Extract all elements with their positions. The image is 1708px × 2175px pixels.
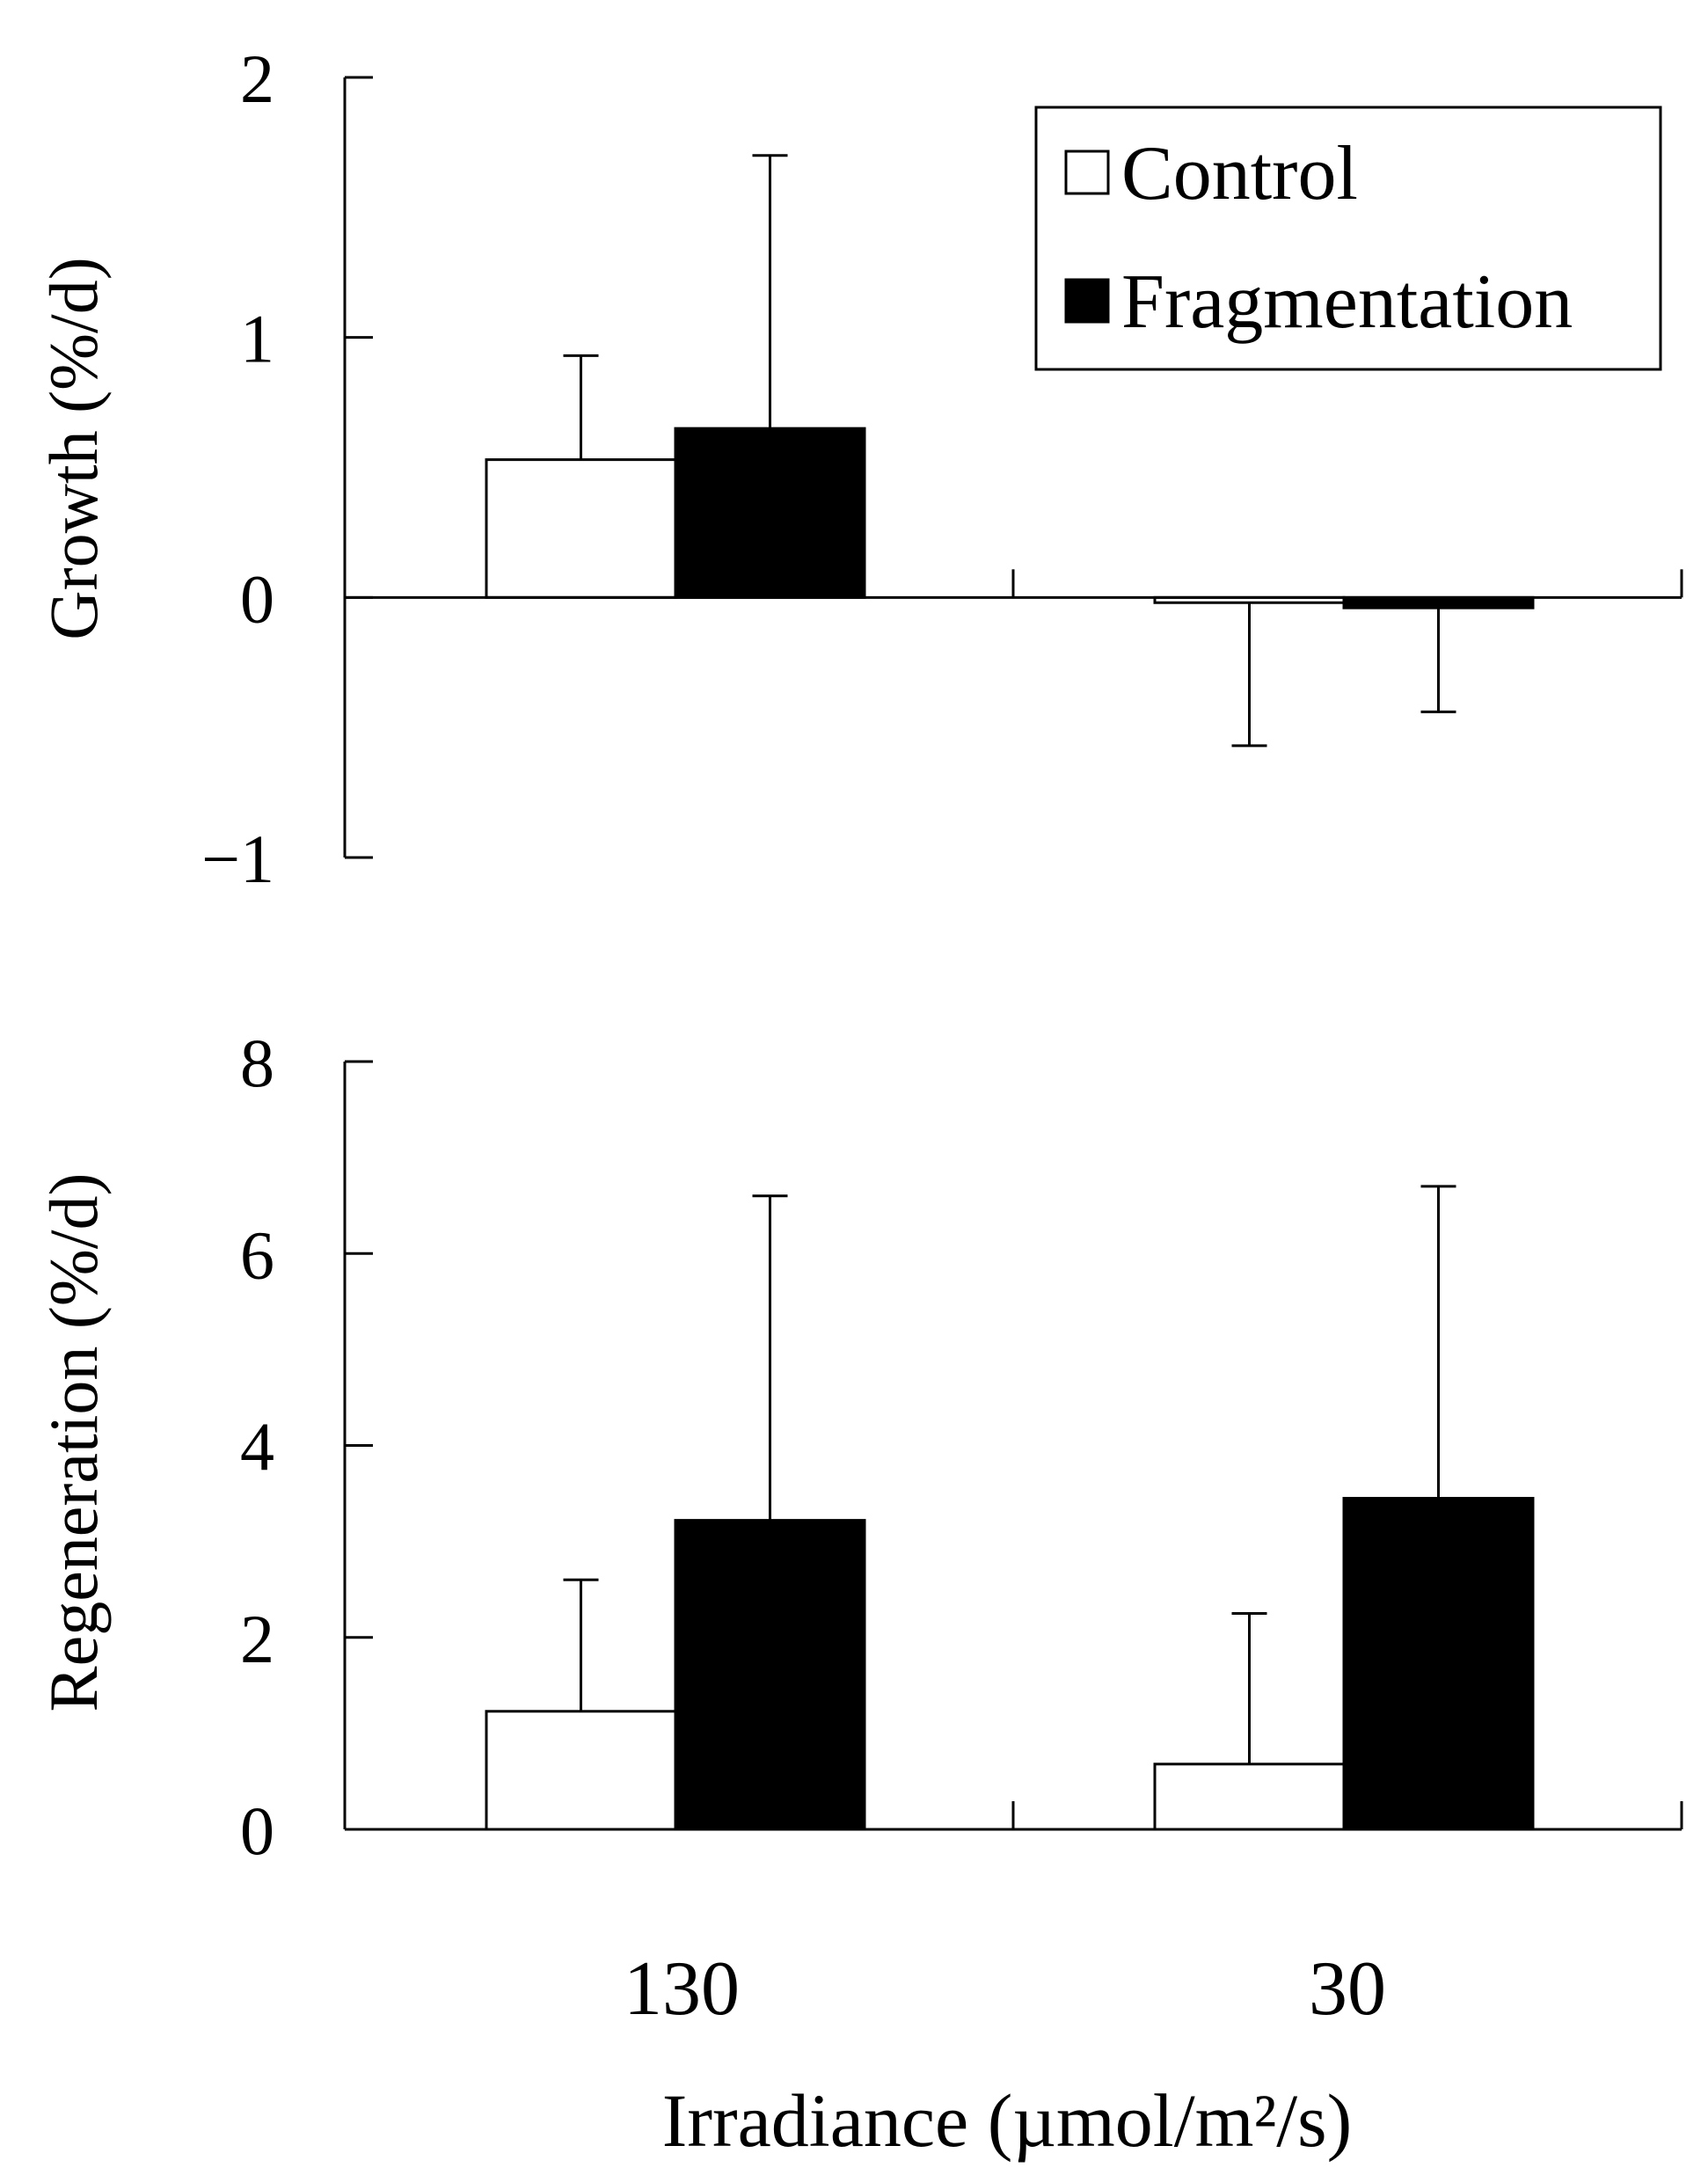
growth-y-axis-title: Growth (%/d) — [35, 257, 112, 639]
growth-y-tick-label: −1 — [201, 821, 274, 897]
regeneration-y-tick-label: 2 — [240, 1601, 274, 1677]
regeneration-bar-fragmentation-130 — [674, 1519, 866, 1831]
regeneration-y-tick-label: 0 — [240, 1792, 274, 1869]
regeneration-y-tick-label: 4 — [240, 1409, 274, 1485]
growth-bar-control-130 — [485, 458, 677, 599]
regeneration-y-axis-title: Regeneration (%/d) — [35, 1173, 112, 1712]
regeneration-bar-fragmentation-30 — [1342, 1497, 1535, 1831]
growth-y-tick-labels: 2 1 0 −1 — [201, 40, 274, 897]
regeneration-y-tick-labels: 8 6 4 2 0 — [240, 1025, 274, 1869]
regeneration-bar-control-30 — [1153, 1763, 1346, 1831]
x-category-label-130: 130 — [624, 1946, 740, 2032]
growth-y-tick-label: 2 — [240, 40, 274, 117]
regeneration-panel: 8 6 4 2 0 Regeneration (%/d) — [35, 1025, 1683, 1869]
legend-label-control: Control — [1121, 131, 1358, 216]
legend-label-fragmentation: Fragmentation — [1121, 259, 1573, 345]
regeneration-y-tick-label: 6 — [240, 1216, 274, 1293]
regeneration-axes — [343, 1060, 1683, 1831]
growth-axes — [343, 76, 1683, 859]
growth-bars — [485, 154, 1535, 748]
legend-swatch-fragmentation — [1064, 278, 1110, 324]
regeneration-y-tick-label: 8 — [240, 1025, 274, 1101]
growth-bar-fragmentation-130 — [674, 427, 866, 599]
regeneration-bar-control-130 — [485, 1710, 677, 1831]
x-category-label-30: 30 — [1309, 1946, 1386, 2032]
legend-box — [1034, 106, 1662, 371]
regeneration-bars — [485, 1185, 1535, 1831]
growth-bar-fragmentation-30 — [1342, 595, 1535, 609]
x-axis-title: Irradiance (µmol/m²/s) — [662, 2078, 1353, 2163]
growth-y-tick-label: 1 — [240, 301, 274, 377]
growth-panel: 2 1 0 −1 Growth (%/d) Control Fragmentation — [35, 40, 1683, 897]
legend: Control Fragmentation — [1034, 106, 1662, 371]
legend-swatch-control — [1064, 150, 1110, 195]
growth-y-tick-label: 0 — [240, 560, 274, 637]
